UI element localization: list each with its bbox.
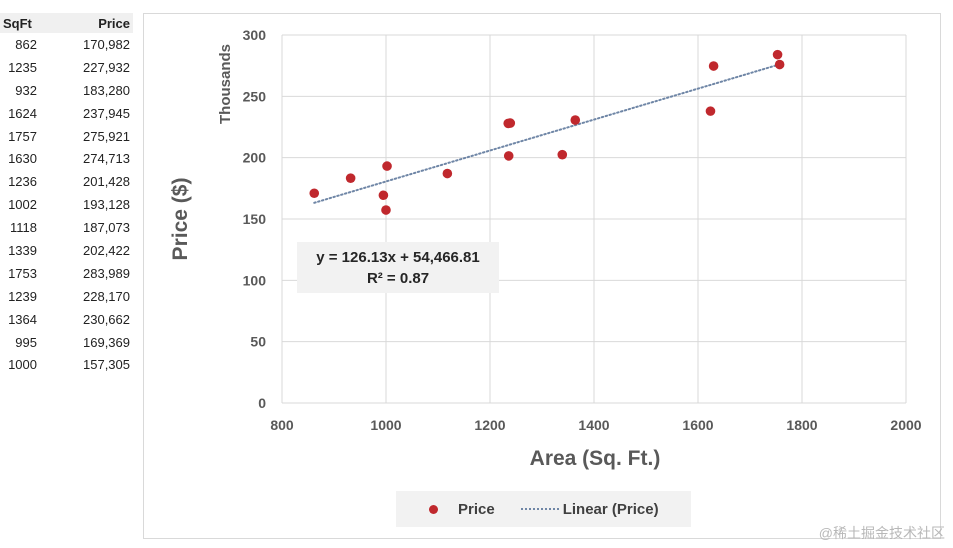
cell-price: 227,932 [83,59,130,75]
watermark: @稀土掘金技术社区 [818,525,945,541]
cell-sqft: 1239 [8,288,37,304]
cell-sqft: 1753 [8,265,37,281]
x-tick-label: 1800 [786,417,817,433]
x-tick-label: 2000 [890,417,921,433]
data-point [705,106,716,116]
cell-sqft: 1002 [8,197,37,213]
cell-price: 274,713 [83,151,130,167]
y-tick-label: 100 [243,272,267,288]
data-point [345,173,356,183]
legend-marker-dot [429,504,438,514]
cell-price: 237,945 [83,105,130,121]
x-tick-label: 1000 [370,417,401,433]
table-row: 862 170,982 [0,33,133,56]
data-table: SqFt Price 862 170,982 1235 227,932 932 183,2… [0,13,133,376]
cell-sqft: 1624 [8,105,37,121]
cell-price: 183,280 [83,82,130,98]
cell-price: 283,989 [83,265,130,281]
trendline-equation-box: y = 126.13x + 54,466.81 R² = 0.87 [297,242,499,293]
x-tick-label: 800 [270,417,294,433]
table-row: 1118 187,073 [0,216,133,239]
data-point [378,190,389,201]
table-row: 1630 274,713 [0,147,133,170]
legend-label-linear: Linear (Price) [562,500,659,518]
table-row: 995 169,369 [0,331,133,354]
y-tick-label: 150 [243,211,267,227]
x-tick-label: 1200 [474,417,505,433]
table-row: 1000 157,305 [0,353,133,376]
legend-marker-dotted-line [520,508,559,510]
y-tick-label: 200 [243,150,267,166]
trendline-equation: y = 126.13x + 54,466.81 [316,248,480,266]
legend-label-price: Price [458,500,495,518]
table-row: 1235 227,932 [0,56,133,79]
table-row: 1757 275,921 [0,125,133,148]
legend-item-linear: Linear (Price) [495,501,659,518]
trendline-r-squared: R² = 0.87 [366,269,430,287]
cell-sqft: 1364 [8,311,37,327]
x-tick-label: 1400 [578,417,609,433]
data-point [382,161,392,171]
y-axis-title: Price ($) [169,178,192,261]
y-tick-label: 50 [250,334,266,350]
chart-card: 0 50 100 150 200 250 300 800 1000 1200 1400 1600 180… [143,13,941,539]
cell-sqft: 1339 [8,242,37,258]
table-row: 1339 202,422 [0,239,133,262]
cell-price: 230,662 [83,311,130,327]
data-point [557,149,568,160]
table-row: 1624 237,945 [0,102,133,125]
legend-item-price: Price [396,501,495,518]
cell-sqft: 862 [15,36,37,52]
cell-sqft: 932 [15,82,37,98]
data-point [570,115,581,125]
cell-price: 169,369 [83,334,130,350]
trendline [313,63,781,204]
cell-sqft: 1000 [8,357,37,373]
x-axis-title: Area (Sq. Ft.) [530,447,661,470]
data-point [774,59,785,70]
table-row: 1239 228,170 [0,285,133,308]
data-point [442,168,453,179]
cell-sqft: 1757 [8,128,37,144]
cell-price: 193,128 [83,197,130,213]
chart-legend: Price Linear (Price) [396,491,691,527]
cell-price: 201,428 [83,174,130,190]
table-row: 1364 230,662 [0,308,133,331]
data-point [503,151,514,161]
cell-sqft: 995 [15,334,37,350]
y-tick-label: 300 [243,27,267,43]
table-row: 1002 193,128 [0,193,133,216]
column-header-sqft: SqFt [0,13,40,33]
column-header-price: Price [40,13,133,33]
scatter-chart: 0 50 100 150 200 250 300 800 1000 1200 1400 1600 180… [169,27,922,470]
cell-price: 228,170 [83,288,130,304]
cell-sqft: 1630 [8,151,37,167]
x-tick-label: 1600 [682,417,713,433]
cell-sqft: 1235 [8,59,37,75]
table-row: 1753 283,989 [0,262,133,285]
data-point [381,205,391,215]
table-row: 932 183,280 [0,79,133,102]
data-point [708,61,719,71]
y-tick-label: 0 [258,395,266,411]
cell-price: 275,921 [83,128,130,144]
table-header-row: SqFt Price [0,13,133,33]
data-point [772,49,783,60]
cell-price: 157,305 [83,357,130,373]
table-row: 1236 201,428 [0,170,133,193]
data-point [505,118,516,128]
data-point [309,188,320,199]
cell-price: 187,073 [83,220,130,236]
cell-sqft: 1118 [10,220,37,236]
y-axis-unit-label: Thousands [217,44,234,124]
cell-sqft: 1236 [8,174,37,190]
cell-price: 170,982 [83,36,130,52]
cell-price: 202,422 [83,242,130,258]
y-tick-label: 250 [243,88,267,104]
